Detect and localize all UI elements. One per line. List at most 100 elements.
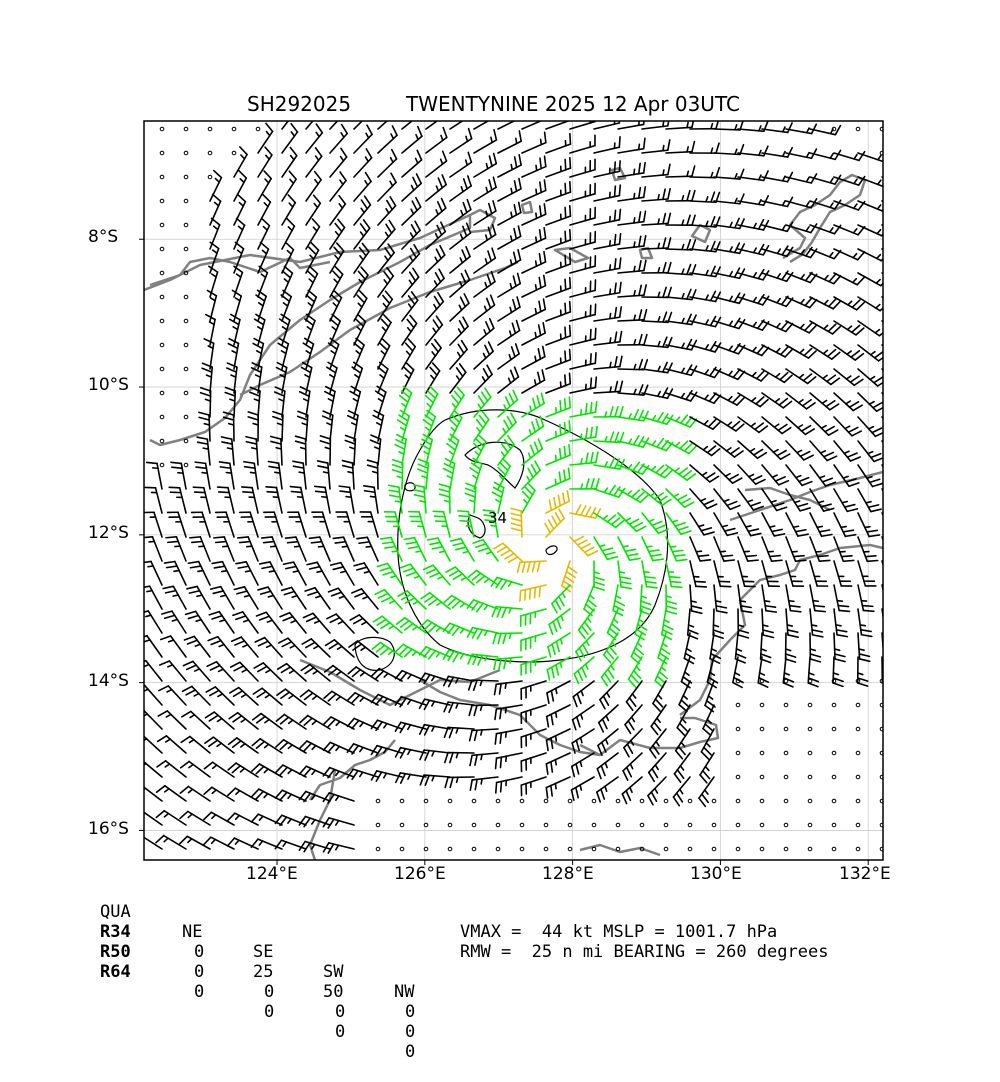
barb-shaft [882, 369, 901, 387]
calm-wind-marker [208, 127, 212, 131]
barb-shaft [474, 187, 496, 201]
barb-feather [668, 363, 672, 372]
wind-barb-map: 34 [0, 0, 1000, 1000]
calm-wind-marker [808, 751, 812, 755]
barb-feather [499, 684, 501, 694]
barb-half-feather [263, 227, 267, 231]
calm-wind-marker [400, 847, 404, 851]
barb-feather [498, 547, 507, 552]
barb-feather [409, 547, 419, 549]
barb-feather [615, 210, 616, 220]
barb-feather [359, 542, 369, 543]
barb-feather [303, 343, 312, 349]
barb-feather [195, 462, 205, 463]
barb-feather [737, 398, 744, 405]
barb-feather [551, 738, 553, 748]
barb-shaft [762, 393, 783, 408]
wind-barb [882, 177, 913, 187]
barb-shaft [642, 126, 668, 129]
barb-feather [692, 215, 695, 225]
wind-barb [858, 369, 886, 386]
wind-barb [570, 280, 595, 297]
calm-wind-marker [544, 847, 548, 851]
barb-half-feather [509, 582, 512, 586]
wind-barb [738, 489, 763, 510]
calm-wind-marker [496, 847, 500, 851]
barb-feather [417, 150, 421, 159]
barb-feather [658, 529, 668, 533]
barb-feather [763, 635, 773, 638]
calm-wind-marker [832, 799, 836, 803]
barb-half-feather [289, 720, 293, 723]
barb-shaft [424, 487, 426, 513]
barb-feather [868, 505, 878, 507]
barb-half-feather [730, 272, 732, 277]
calm-wind-marker [184, 463, 188, 467]
barb-shaft [546, 288, 570, 297]
barb-feather [570, 349, 571, 359]
barb-half-feather [236, 791, 240, 795]
barb-shaft [498, 330, 520, 345]
barb-feather [827, 456, 836, 460]
barb-feather [585, 622, 591, 630]
wind-barb [548, 633, 570, 657]
barb-feather [165, 615, 175, 618]
barb-half-feather [312, 844, 315, 848]
wind-barb [618, 537, 640, 560]
barb-feather [857, 277, 864, 285]
barb-half-feather [581, 410, 582, 415]
barb-feather [657, 676, 665, 683]
barb-half-feather [822, 400, 826, 403]
wind-barb [882, 345, 911, 362]
barb-shaft [650, 729, 666, 749]
barb-feather [475, 730, 477, 740]
barb-half-feather [226, 473, 231, 474]
barb-feather [900, 407, 909, 412]
barb-half-feather [511, 236, 512, 241]
wind-barb [882, 633, 894, 661]
barb-feather [477, 420, 484, 428]
barb-feather [803, 400, 811, 406]
wind-barb [181, 762, 210, 777]
barb-feather [560, 425, 561, 435]
barb-feather [470, 730, 472, 740]
barb-feather [604, 655, 611, 663]
barb-feather [805, 298, 812, 306]
barb-shaft [521, 609, 546, 616]
barb-half-feather [409, 280, 412, 284]
barb-feather [309, 537, 319, 538]
wind-barb [738, 465, 765, 484]
barb-feather [650, 749, 656, 758]
barb-feather [404, 538, 414, 540]
barb-shaft [498, 189, 521, 201]
barb-feather [689, 446, 696, 453]
barb-shaft [426, 325, 442, 345]
barb-half-feather [237, 274, 241, 277]
calm-wind-marker [736, 727, 740, 731]
barb-half-feather [735, 174, 737, 179]
barb-half-feather [264, 769, 268, 773]
barb-feather [866, 556, 876, 557]
barb-half-feather [461, 629, 464, 633]
barb-feather [533, 399, 536, 409]
barb-feather [271, 441, 281, 444]
barb-feather [564, 470, 565, 480]
barb-feather [673, 797, 679, 806]
barb-feather [849, 427, 858, 432]
barb-feather [257, 691, 266, 697]
barb-half-feather [485, 631, 487, 636]
barb-feather [430, 367, 437, 375]
barb-half-feather [623, 546, 628, 547]
barb-shaft [172, 611, 186, 633]
barb-feather [516, 321, 519, 331]
barb-shaft [498, 354, 519, 369]
barb-half-feather [823, 350, 827, 353]
barb-half-feather [461, 654, 464, 658]
barb-shaft [594, 391, 620, 393]
barb-feather [300, 690, 308, 696]
wind-barb [714, 489, 740, 509]
barb-feather [500, 757, 501, 767]
wind-barb [370, 435, 380, 465]
barb-half-feather [144, 665, 149, 667]
barb-half-feather [705, 345, 708, 349]
